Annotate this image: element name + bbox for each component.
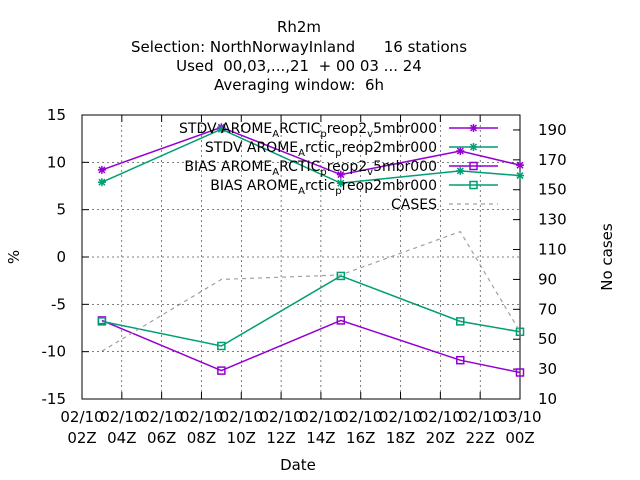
- x-tick-label: 02Z: [67, 429, 96, 447]
- series-2: [97, 125, 524, 188]
- data-point: [336, 316, 346, 325]
- data-point: [97, 165, 106, 174]
- series-line: [101, 275, 521, 347]
- data-point: [469, 124, 478, 132]
- series-3: [97, 316, 525, 377]
- x-tick-label: 22Z: [465, 429, 494, 447]
- title-line-2: Selection: NorthNorwayInland 16 stations: [131, 38, 467, 56]
- y2-tick-label: 150: [538, 181, 567, 199]
- y2-tick-label: 110: [538, 241, 567, 259]
- x-tick-label: 14Z: [306, 429, 335, 447]
- title-line-1: Rh2m: [277, 18, 321, 36]
- x-tick-label: 10Z: [227, 429, 256, 447]
- x-tick-label: 02/10: [379, 408, 422, 426]
- legend-label: STDV AROMEArcticpreop2mbr000: [205, 140, 437, 159]
- x-tick-label: 02/10: [259, 408, 302, 426]
- data-point: [97, 178, 106, 187]
- y-tick-label: 5: [56, 201, 66, 219]
- x-tick-label: 02/10: [419, 408, 462, 426]
- series-line: [101, 319, 521, 374]
- x-tick-label: 08Z: [187, 429, 216, 447]
- data-point: [97, 317, 107, 326]
- y2-tick-label: 190: [538, 121, 567, 139]
- series-layer: [97, 123, 525, 377]
- x-tick-label: 18Z: [386, 429, 415, 447]
- y-tick-label: 10: [47, 153, 66, 171]
- series-5: [101, 230, 521, 352]
- y-axis-label: %: [5, 250, 23, 264]
- y-tick-label: -15: [42, 390, 67, 408]
- data-point: [515, 368, 525, 377]
- x-tick-label: 02/10: [60, 408, 103, 426]
- data-point: [456, 317, 465, 326]
- y2-tick-label: 70: [538, 300, 557, 318]
- y-tick-label: 15: [47, 106, 66, 124]
- x-tick-label: 02/10: [140, 408, 183, 426]
- chart-title: Rh2m Selection: NorthNorwayInland 16 sta…: [131, 18, 467, 94]
- y2-axis-label: No cases: [598, 223, 616, 291]
- data-point: [217, 341, 226, 351]
- x-tick-label: 00Z: [505, 429, 534, 447]
- legend-label: BIAS AROMEArcticpreop2mbr000: [210, 178, 437, 197]
- data-point: [469, 161, 478, 171]
- legend-label: STDV AROMEARCTICpreop2v5mbr000: [179, 121, 437, 140]
- data-point: [456, 166, 465, 175]
- y-tick-label: -10: [42, 343, 67, 361]
- data-point: [336, 271, 346, 281]
- x-axis-label: Date: [280, 456, 316, 474]
- x-tick-label: 12Z: [266, 429, 295, 447]
- data-point: [516, 161, 524, 170]
- y2-tick-label: 30: [538, 360, 557, 378]
- data-point: [217, 366, 226, 375]
- x-tick-label: 02/10: [339, 408, 382, 426]
- data-point: [469, 143, 478, 151]
- y2-tick-label: 10: [538, 390, 557, 408]
- y2-tick-label: 130: [538, 211, 567, 229]
- legend-label: BIAS AROMEARCTICpreop2v5mbr000: [184, 159, 437, 178]
- data-point: [456, 146, 465, 155]
- legend-label: CASES: [391, 197, 437, 213]
- title-line-4: Averaging window: 6h: [214, 76, 384, 94]
- data-point: [336, 179, 345, 188]
- y-tick-label: -5: [51, 295, 66, 313]
- x-tick-label: 20Z: [426, 429, 455, 447]
- x-tick-label: 03/10: [498, 408, 541, 426]
- y2-tick-label: 50: [538, 330, 557, 348]
- series-1: [97, 123, 524, 179]
- data-point: [336, 170, 345, 179]
- y-tick-label: 0: [56, 248, 66, 266]
- data-point: [516, 171, 524, 180]
- x-tick-label: 04Z: [107, 429, 136, 447]
- data-point: [515, 327, 525, 337]
- data-point: [217, 125, 226, 134]
- data-point: [456, 355, 465, 365]
- series-line: [101, 230, 521, 352]
- title-line-3: Used 00,03,...,21 + 00 03 ... 24: [176, 57, 422, 75]
- x-tick-label: 06Z: [147, 429, 176, 447]
- x-tick-label: 02/10: [459, 408, 502, 426]
- y2-tick-label: 170: [538, 151, 567, 169]
- data-point: [469, 180, 478, 190]
- series-line: [101, 128, 521, 184]
- x-tick-label: 16Z: [346, 429, 375, 447]
- x-tick-label: 02/10: [180, 408, 223, 426]
- x-tick-label: 02/10: [299, 408, 342, 426]
- series-4: [97, 271, 525, 351]
- axis-ticks: 02/1002Z02/1004Z02/1006Z02/1008Z02/1010Z…: [42, 106, 567, 447]
- y2-tick-label: 90: [538, 270, 557, 288]
- x-tick-label: 02/10: [220, 408, 263, 426]
- x-tick-label: 02/10: [100, 408, 143, 426]
